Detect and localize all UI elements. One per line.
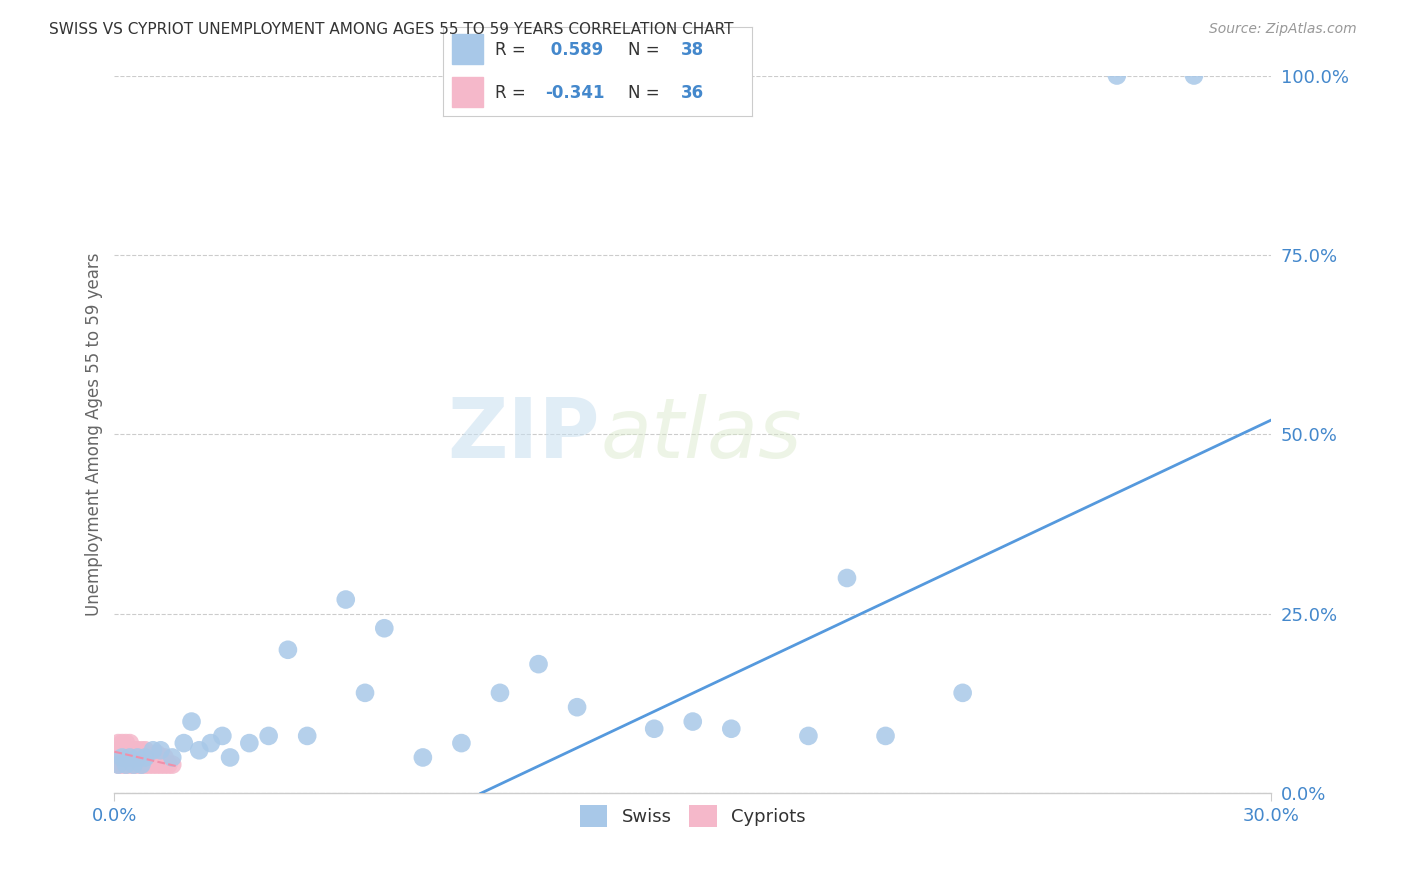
- Point: [111, 750, 134, 764]
- Point: [527, 657, 550, 672]
- Point: [131, 743, 153, 757]
- Text: R =: R =: [495, 84, 531, 102]
- Point: [149, 750, 172, 764]
- Text: Source: ZipAtlas.com: Source: ZipAtlas.com: [1209, 22, 1357, 37]
- Point: [107, 757, 129, 772]
- Point: [115, 743, 138, 757]
- Text: 36: 36: [681, 84, 704, 102]
- Point: [146, 757, 169, 772]
- Point: [107, 743, 129, 757]
- Point: [118, 750, 141, 764]
- Point: [162, 750, 184, 764]
- Point: [122, 757, 145, 772]
- Point: [131, 757, 153, 772]
- Point: [134, 743, 156, 757]
- Point: [875, 729, 897, 743]
- Point: [373, 621, 395, 635]
- Point: [111, 743, 134, 757]
- Point: [142, 757, 165, 772]
- Point: [134, 757, 156, 772]
- Point: [295, 729, 318, 743]
- Point: [489, 686, 512, 700]
- Point: [142, 743, 165, 757]
- Point: [138, 757, 160, 772]
- Point: [149, 743, 172, 757]
- Point: [111, 736, 134, 750]
- Point: [115, 757, 138, 772]
- Point: [127, 743, 149, 757]
- Point: [127, 757, 149, 772]
- Point: [115, 736, 138, 750]
- Text: SWISS VS CYPRIOT UNEMPLOYMENT AMONG AGES 55 TO 59 YEARS CORRELATION CHART: SWISS VS CYPRIOT UNEMPLOYMENT AMONG AGES…: [49, 22, 734, 37]
- Point: [682, 714, 704, 729]
- Point: [111, 757, 134, 772]
- Point: [118, 750, 141, 764]
- Point: [277, 642, 299, 657]
- Point: [335, 592, 357, 607]
- Point: [412, 750, 434, 764]
- Point: [188, 743, 211, 757]
- Point: [720, 722, 742, 736]
- Point: [153, 757, 176, 772]
- Point: [1105, 69, 1128, 83]
- Point: [138, 750, 160, 764]
- Point: [952, 686, 974, 700]
- Point: [149, 757, 172, 772]
- Point: [122, 757, 145, 772]
- Point: [257, 729, 280, 743]
- Text: -0.341: -0.341: [546, 84, 605, 102]
- Text: ZIP: ZIP: [447, 394, 600, 475]
- Point: [118, 757, 141, 772]
- Point: [157, 757, 180, 772]
- Text: atlas: atlas: [600, 394, 801, 475]
- Text: N =: N =: [628, 41, 665, 59]
- Point: [565, 700, 588, 714]
- Point: [238, 736, 260, 750]
- Point: [354, 686, 377, 700]
- Point: [643, 722, 665, 736]
- Point: [162, 757, 184, 772]
- Point: [115, 757, 138, 772]
- Point: [107, 736, 129, 750]
- Point: [122, 750, 145, 764]
- Point: [153, 750, 176, 764]
- Bar: [453, 34, 484, 64]
- Text: 0.589: 0.589: [546, 41, 603, 59]
- Bar: [453, 77, 484, 107]
- Point: [131, 750, 153, 764]
- Point: [107, 757, 129, 772]
- Point: [111, 750, 134, 764]
- Legend: Swiss, Cypriots: Swiss, Cypriots: [572, 798, 813, 835]
- Point: [173, 736, 195, 750]
- Point: [450, 736, 472, 750]
- Point: [122, 743, 145, 757]
- Point: [835, 571, 858, 585]
- Point: [1182, 69, 1205, 83]
- Text: R =: R =: [495, 41, 531, 59]
- Y-axis label: Unemployment Among Ages 55 to 59 years: Unemployment Among Ages 55 to 59 years: [86, 252, 103, 616]
- Point: [127, 750, 149, 764]
- Point: [107, 750, 129, 764]
- Point: [118, 736, 141, 750]
- Point: [797, 729, 820, 743]
- Point: [211, 729, 233, 743]
- Point: [180, 714, 202, 729]
- Text: 38: 38: [681, 41, 704, 59]
- Point: [146, 747, 169, 761]
- Point: [219, 750, 242, 764]
- Point: [131, 757, 153, 772]
- Point: [142, 750, 165, 764]
- Point: [134, 750, 156, 764]
- Text: N =: N =: [628, 84, 665, 102]
- Point: [200, 736, 222, 750]
